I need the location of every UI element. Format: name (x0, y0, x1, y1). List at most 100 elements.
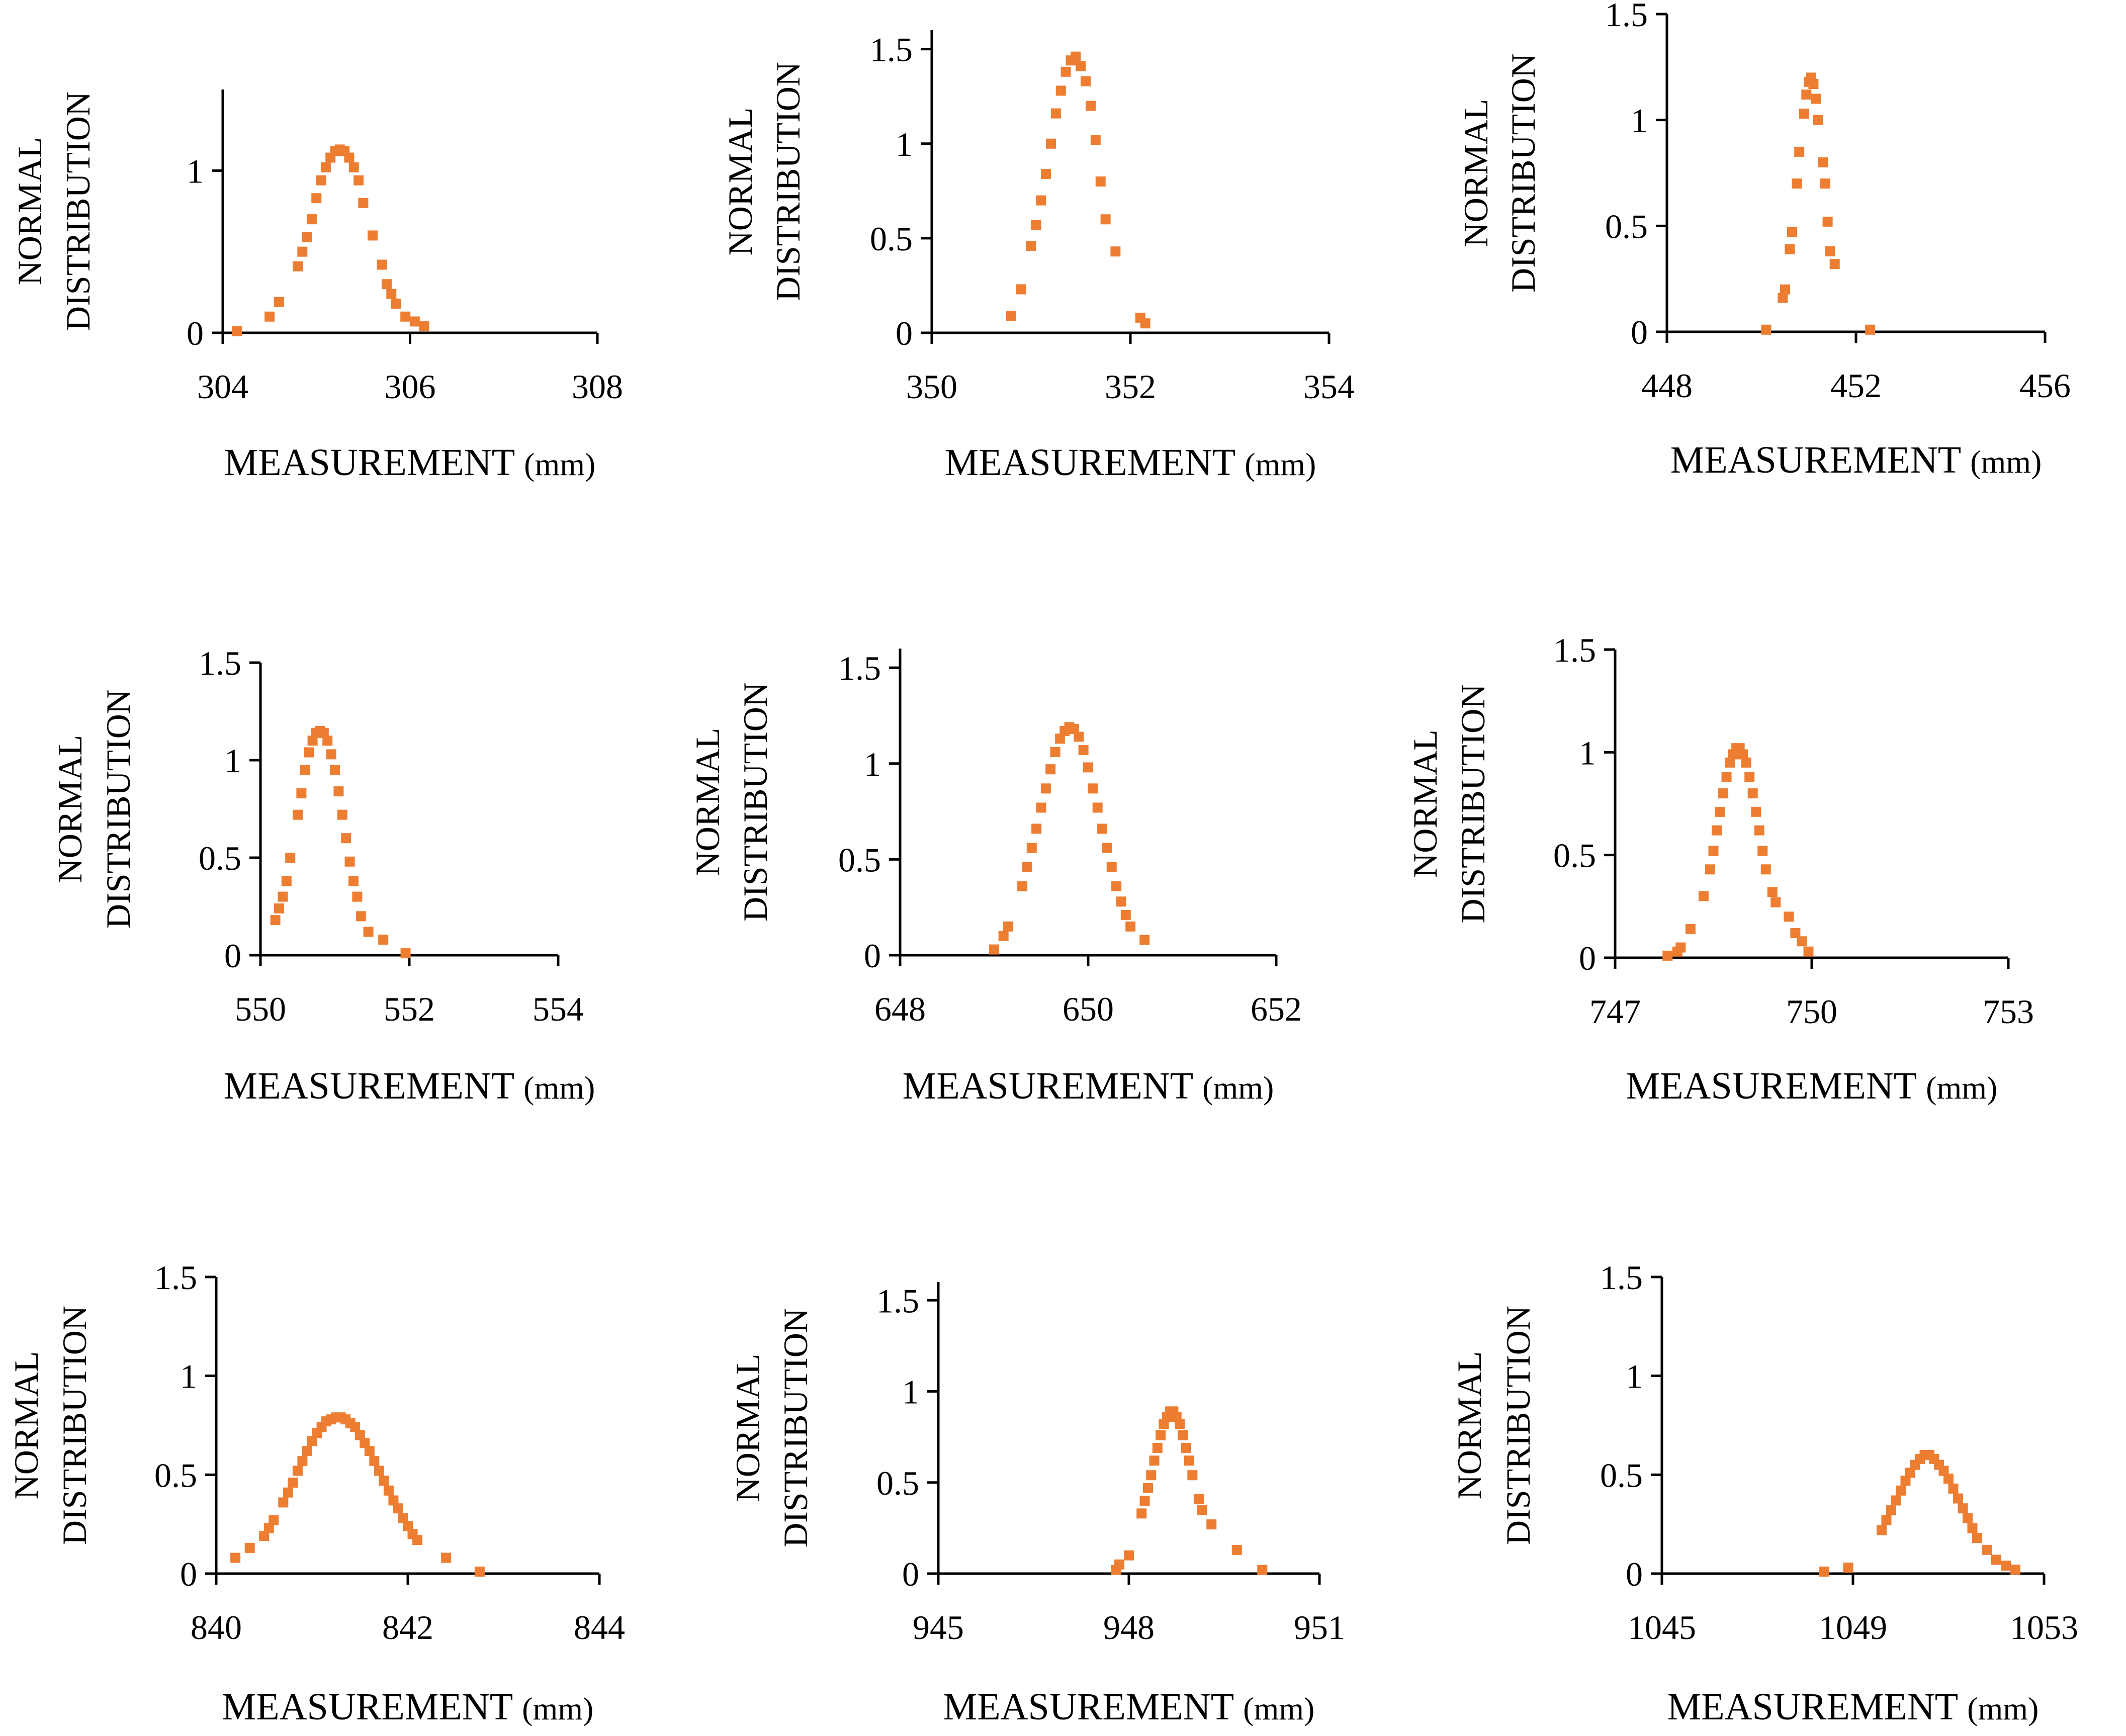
data-point (269, 1515, 279, 1525)
data-point (360, 1438, 370, 1448)
data-point (1175, 1419, 1185, 1429)
x-tick-label: 747 (1589, 992, 1641, 1031)
data-point (274, 903, 284, 913)
data-point (368, 230, 378, 241)
data-point (1050, 108, 1061, 119)
data-point (1685, 924, 1696, 934)
x-axis-title-text: MEASUREMENT (945, 441, 1235, 484)
data-point (320, 162, 331, 172)
data-point (337, 809, 347, 820)
data-point (297, 1455, 308, 1466)
data-series (230, 1412, 485, 1577)
data-point (1761, 324, 1771, 335)
data-point (374, 1466, 384, 1476)
y-tick-label: 1 (180, 1357, 197, 1396)
data-point (352, 891, 363, 902)
data-point (388, 1495, 399, 1506)
data-point (1088, 783, 1098, 794)
chart-panel-6: 747 750 753 0 0.5 1 1.5 MEASUREMENT (mm) NORMAL DI… (1406, 631, 2034, 1107)
data-point (1139, 1496, 1150, 1506)
y-tick-label: 1.5 (876, 1282, 919, 1320)
data-point (381, 279, 392, 290)
data-point (307, 1436, 317, 1446)
data-point (1721, 772, 1732, 782)
data-point (1006, 311, 1016, 321)
data-point (259, 1531, 270, 1541)
y-tick-label: 0 (902, 1555, 919, 1593)
x-axis-title-text: MEASUREMENT (222, 1686, 513, 1728)
data-point (1146, 1470, 1157, 1481)
data-point (2001, 1561, 2011, 1571)
y-axis-title-line-2: DISTRIBUTION (99, 689, 137, 929)
x-tick-label: 1053 (2010, 1608, 2078, 1647)
data-point (1040, 783, 1051, 794)
data-point (1092, 802, 1103, 813)
data-point (1662, 950, 1673, 961)
data-point (1139, 935, 1150, 945)
data-point (311, 193, 322, 204)
data-point (1953, 1493, 1963, 1504)
y-tick-label: 1.5 (1600, 1258, 1643, 1297)
data-point (386, 289, 397, 299)
data-point (1881, 1515, 1892, 1525)
x-axis-title-text: MEASUREMENT (224, 1065, 514, 1107)
y-axis-title-line-2: DISTRIBUTION (736, 682, 774, 922)
data-series (231, 144, 429, 336)
data-point (1967, 1523, 1978, 1533)
data-point (1948, 1483, 1959, 1494)
data-point (1708, 846, 1719, 856)
y-tick-label: 0 (224, 937, 241, 975)
chart-panel-8: 945 948 951 0 0.5 1 1.5 MEASUREMENT (mm) NORMAL DI… (729, 1282, 1345, 1728)
data-point (1086, 101, 1096, 111)
data-point (302, 232, 312, 242)
x-axis-unit: (mm) (1970, 444, 2042, 480)
y-tick-label: 1 (1626, 1357, 1643, 1396)
data-series (1111, 1406, 1268, 1575)
chart-panel-3: 448 452 456 0 0.5 1 1.5 MEASUREMENT (mm) NORMAL DI… (1457, 0, 2071, 481)
data-point (1078, 745, 1089, 756)
data-point (1780, 284, 1790, 295)
y-axis-title-line-1: NORMAL (1457, 99, 1495, 247)
data-point (409, 316, 420, 327)
data-point (302, 1446, 312, 1456)
data-point (1900, 1476, 1911, 1486)
y-axis-title-line-1: NORMAL (51, 735, 89, 883)
data-point (297, 246, 308, 257)
y-tick-label: 0 (896, 314, 913, 352)
data-point (1069, 724, 1079, 735)
data-point (1111, 881, 1122, 891)
x-tick-label: 554 (533, 990, 584, 1028)
x-axis-title: MEASUREMENT (mm) (1626, 1065, 1998, 1107)
x-tick-label: 648 (874, 990, 926, 1028)
data-point (1026, 843, 1037, 853)
y-axis-title-line-2: DISTRIBUTION (1499, 1306, 1537, 1545)
data-point (1801, 89, 1812, 100)
data-point (1982, 1544, 1992, 1555)
data-point (355, 1430, 365, 1440)
y-tick-label: 1.5 (1553, 631, 1596, 669)
data-point (1811, 94, 1821, 104)
data-point (344, 152, 355, 163)
chart-panel-1: 304 306 308 0 1 MEASUREMENT (mm) NORMAL DISTRIBU… (11, 89, 623, 484)
y-tick-label: 1.5 (870, 31, 913, 69)
x-tick-label: 350 (906, 368, 957, 406)
y-tick-label: 0 (1579, 939, 1596, 977)
data-point (1152, 1442, 1163, 1453)
data-point (263, 1523, 274, 1533)
data-point (1120, 909, 1131, 920)
x-axis-unit: (mm) (1926, 1070, 1997, 1106)
data-point (1050, 747, 1060, 757)
data-point (264, 311, 275, 322)
chart-panel-7: 840 842 844 0 0.5 1 1.5 MEASUREMENT (mm) NORMAL DI… (7, 1258, 625, 1728)
data-point (358, 198, 369, 208)
data-point (1178, 1430, 1188, 1440)
y-axis-title-line-2: DISTRIBUTION (55, 1306, 94, 1545)
x-tick-label: 844 (574, 1608, 625, 1647)
data-point (1031, 220, 1041, 230)
data-point (326, 749, 336, 760)
y-axis-title-line-1: NORMAL (1450, 1351, 1488, 1500)
data-point (1156, 1430, 1166, 1440)
data-point (1100, 214, 1111, 225)
x-axis-title: MEASUREMENT (mm) (224, 1065, 595, 1107)
data-point (363, 927, 374, 937)
